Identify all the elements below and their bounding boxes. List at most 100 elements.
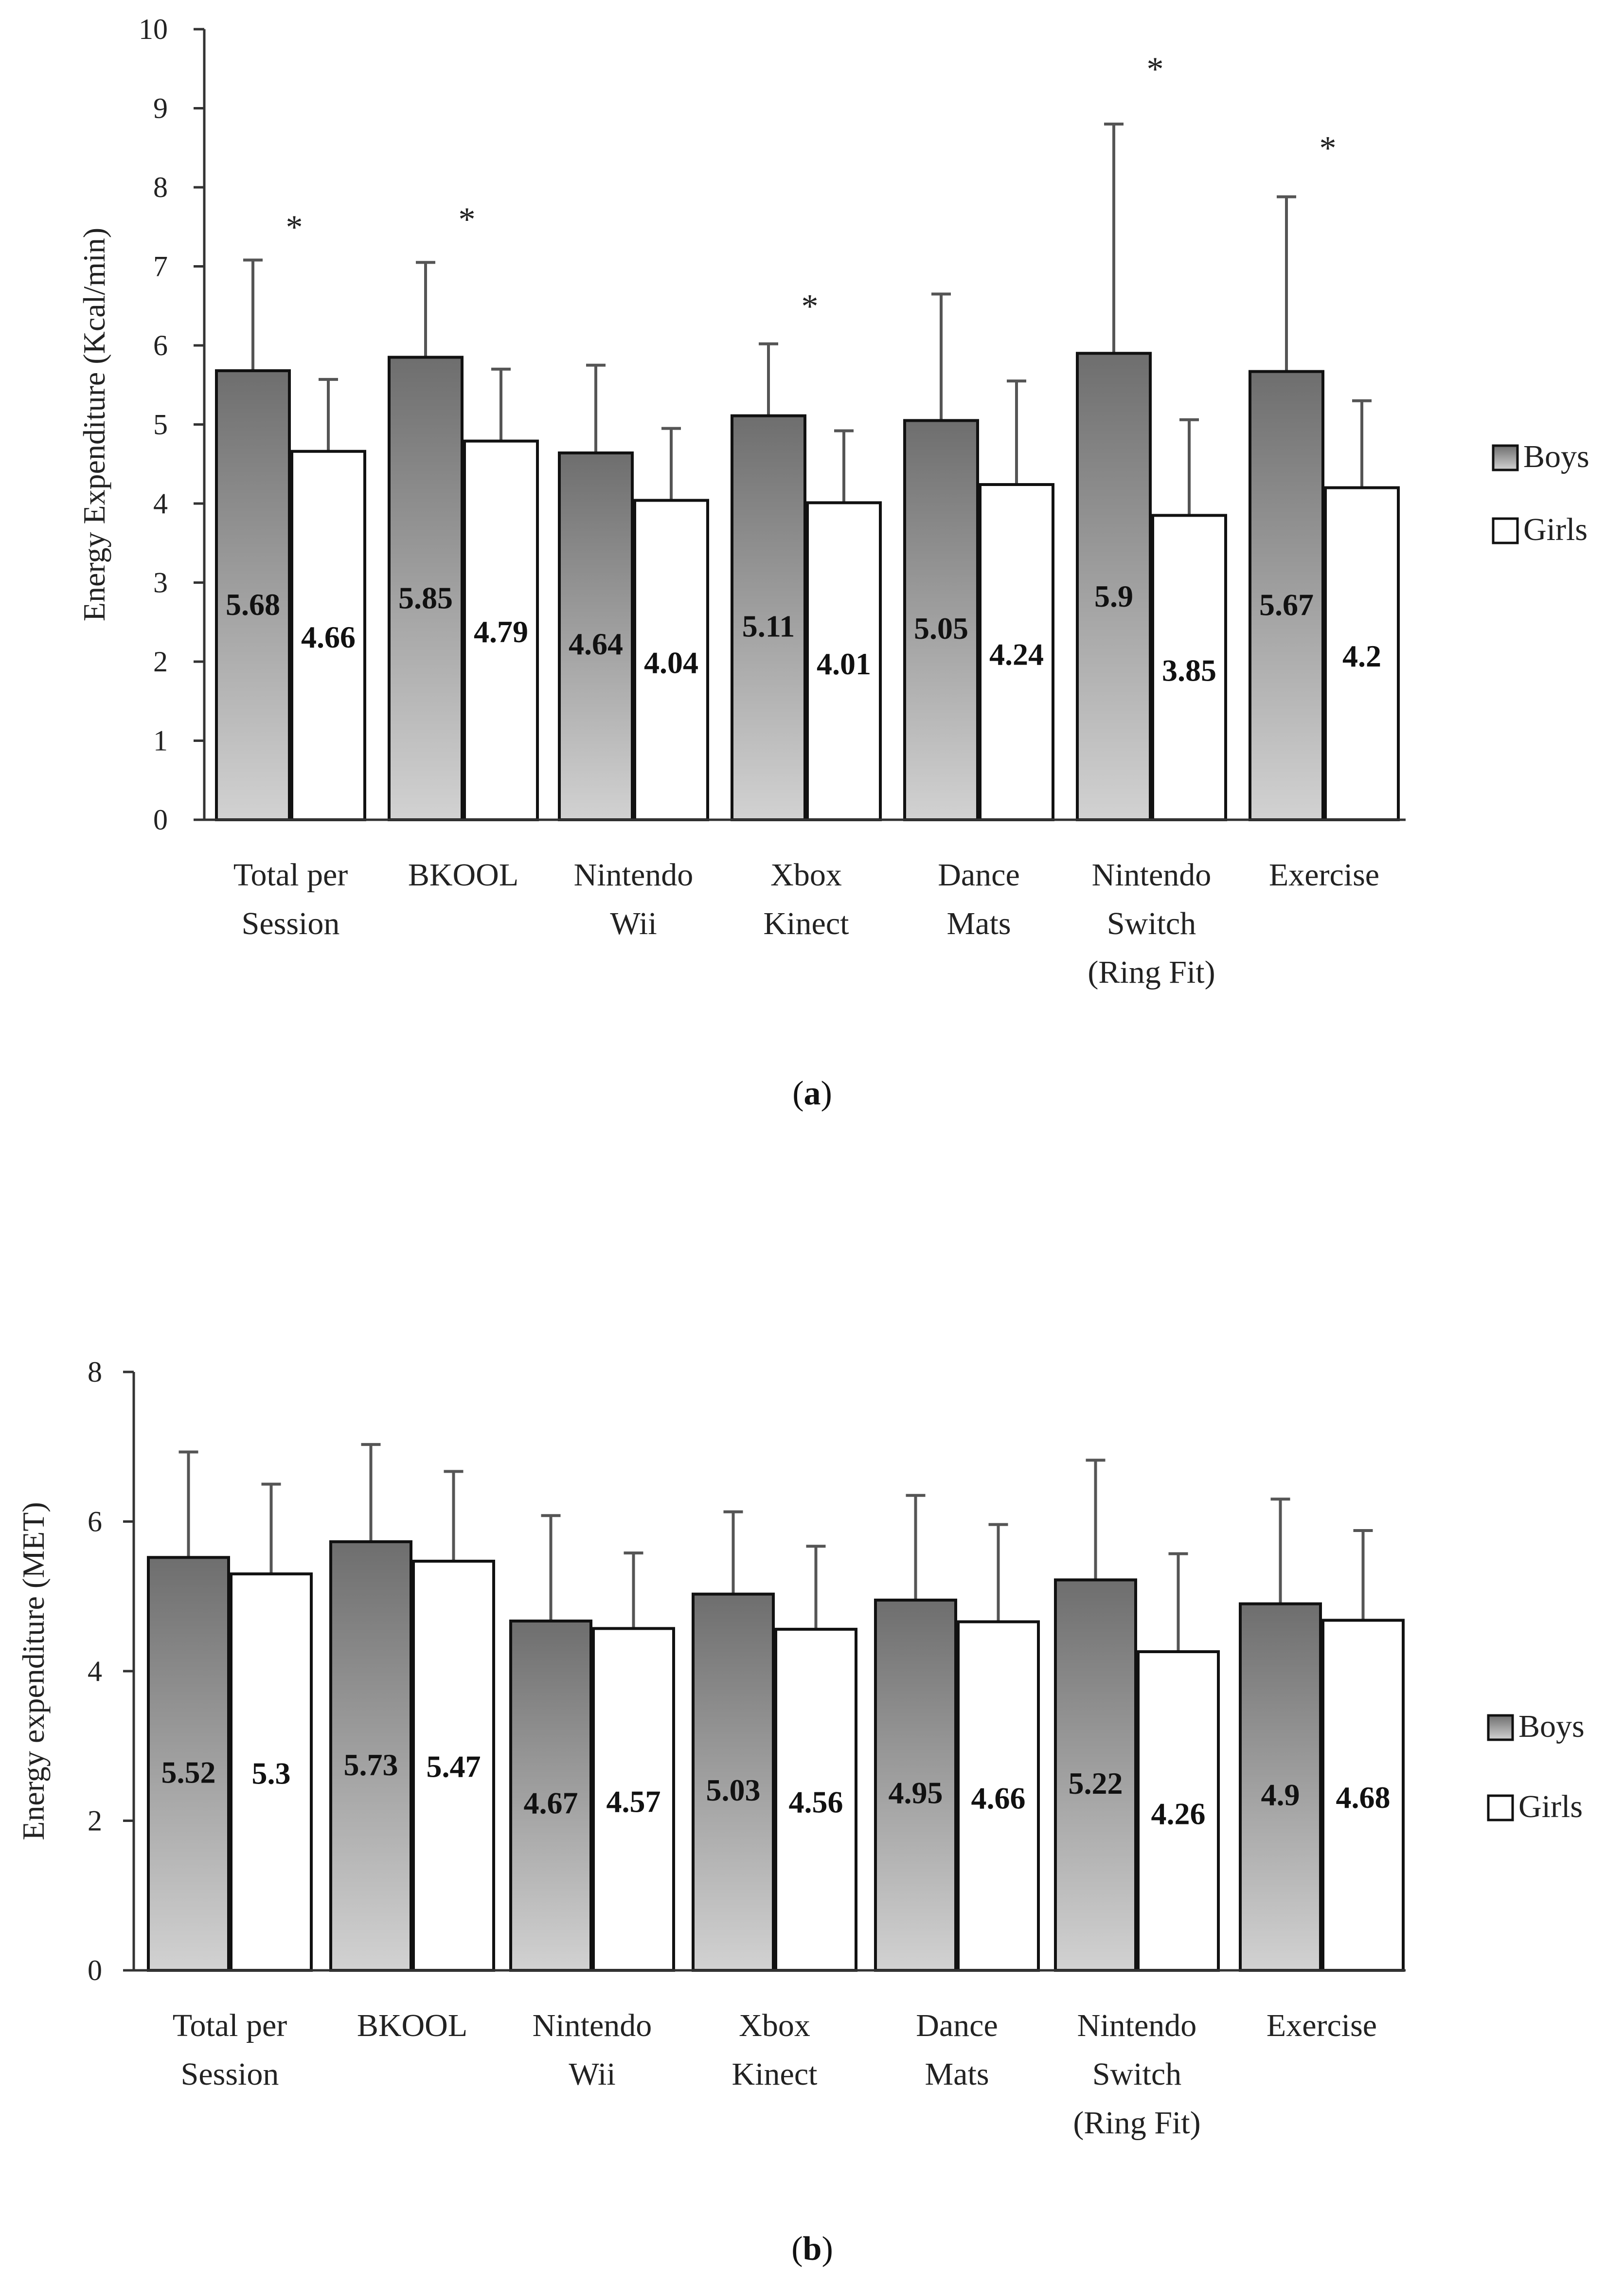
data-label-boys: 5.73	[344, 1748, 398, 1782]
category-label: Nintendo	[533, 2008, 652, 2043]
bar-girls	[230, 1572, 313, 1972]
category-label: BKOOL	[357, 2008, 467, 2043]
category-label: Session	[242, 906, 340, 941]
significance-marker: *	[1147, 51, 1164, 88]
y-tick-label: 9	[153, 92, 168, 125]
category-label: Mats	[925, 2056, 989, 2092]
category-label: Nintendo	[1092, 857, 1212, 893]
legend-swatch-boys	[1492, 444, 1519, 471]
y-tick-label: 4	[153, 487, 168, 520]
data-label-girls: 3.85	[1162, 653, 1216, 688]
data-label-girls: 4.01	[817, 647, 871, 681]
legend-swatch-girls	[1487, 1794, 1514, 1821]
data-label-boys: 5.52	[161, 1755, 216, 1790]
data-label-boys: 5.68	[226, 587, 280, 622]
y-axis-title: Energy Expenditure (Kcal/min)	[77, 228, 111, 621]
data-label-girls: 4.2	[1342, 639, 1381, 673]
y-tick-label: 8	[153, 171, 168, 203]
bar-boys	[903, 419, 979, 821]
y-tick-label: 3	[153, 567, 168, 599]
category-label: Mats	[947, 906, 1011, 941]
significance-marker: *	[459, 201, 476, 238]
bar-boys	[1249, 370, 1324, 821]
y-tick-label: 0	[153, 804, 168, 836]
data-label-girls: 4.04	[644, 646, 698, 680]
category-label: Switch	[1107, 906, 1196, 941]
bar-boys	[874, 1598, 957, 1972]
category-label: Dance	[916, 2008, 998, 2043]
data-label-girls: 4.68	[1336, 1780, 1391, 1815]
y-tick-label: 6	[88, 1506, 102, 1538]
data-label-boys: 4.67	[524, 1785, 578, 1820]
data-label-boys: 4.95	[889, 1776, 943, 1810]
y-tick-label: 8	[88, 1356, 102, 1388]
bar-girls	[592, 1627, 675, 1972]
bar-girls	[463, 439, 539, 821]
category-label: Kinect	[764, 906, 849, 941]
data-label-girls: 4.56	[789, 1784, 843, 1819]
data-label-boys: 5.22	[1069, 1766, 1123, 1801]
bar-boys	[147, 1556, 230, 1972]
bar-girls	[633, 499, 709, 821]
panel-caption: (a)	[792, 1075, 832, 1112]
significance-marker: *	[802, 288, 819, 325]
category-label: Xbox	[770, 857, 842, 893]
y-tick-label: 4	[88, 1655, 102, 1687]
significance-marker: *	[1320, 130, 1337, 167]
data-label-boys: 5.67	[1259, 588, 1314, 622]
category-label: Switch	[1092, 2056, 1181, 2092]
y-tick-label: 5	[153, 409, 168, 441]
legend-swatch-boys	[1487, 1714, 1514, 1741]
data-label-girls: 5.3	[252, 1756, 291, 1790]
significance-marker: *	[286, 209, 303, 246]
y-tick-label: 2	[88, 1805, 102, 1837]
category-label: Kinect	[732, 2056, 818, 2092]
legend-label-girls: Girls	[1518, 1789, 1583, 1824]
bar-boys	[509, 1619, 592, 1972]
bar-girls	[806, 501, 882, 821]
data-label-girls: 4.26	[1151, 1796, 1206, 1831]
category-label: Nintendo	[574, 857, 694, 893]
panel-caption: (b)	[791, 2230, 833, 2268]
bar-girls	[1137, 1650, 1220, 1972]
data-label-girls: 4.66	[971, 1781, 1026, 1815]
bar-boys	[329, 1540, 412, 1972]
y-tick-label: 6	[153, 329, 168, 361]
y-tick-label: 7	[153, 251, 168, 283]
legend-label-boys: Boys	[1518, 1709, 1585, 1744]
category-label: Dance	[938, 857, 1020, 893]
category-label: Nintendo	[1077, 2008, 1197, 2043]
bar-girls	[1151, 514, 1227, 821]
category-label: Xbox	[739, 2008, 810, 2043]
category-label: Total per	[173, 2008, 287, 2043]
y-axis-title: Energy expenditure (MET)	[16, 1502, 51, 1840]
category-label: Exercise	[1269, 857, 1379, 893]
bar-boys	[692, 1592, 775, 1972]
data-label-boys: 5.03	[706, 1773, 761, 1807]
data-label-girls: 4.66	[301, 620, 356, 654]
data-label-boys: 4.9	[1261, 1777, 1300, 1812]
legend: Boys Girls	[1492, 439, 1589, 547]
category-label: (Ring Fit)	[1073, 2105, 1200, 2141]
data-label-girls: 4.57	[607, 1784, 661, 1819]
bar-girls	[979, 483, 1054, 821]
legend-label-girls: Girls	[1523, 512, 1588, 547]
bar-boys	[388, 356, 464, 821]
data-label-boys: 5.11	[742, 609, 795, 643]
chart-panel-b: 0 2 4 6 8 Energy expenditure (MET) 5.52 5.3 Tota…	[16, 1356, 1585, 2268]
y-tick-label: 2	[153, 646, 168, 678]
data-label-girls: 5.47	[427, 1749, 481, 1784]
data-label-boys: 5.85	[398, 581, 453, 615]
category-label: Exercise	[1267, 2008, 1377, 2043]
legend-label-boys: Boys	[1523, 439, 1589, 474]
category-label: Wii	[569, 2056, 615, 2092]
data-label-boys: 4.64	[569, 627, 623, 661]
category-label: BKOOL	[408, 857, 518, 893]
data-label-boys: 5.05	[914, 611, 968, 646]
data-label-girls: 4.79	[474, 614, 528, 649]
legend-swatch-girls	[1492, 517, 1519, 544]
bar-boys	[1054, 1578, 1137, 1972]
category-label: Wii	[610, 906, 657, 941]
legend: Boys Girls	[1487, 1709, 1585, 1824]
bar-boys	[731, 414, 806, 821]
